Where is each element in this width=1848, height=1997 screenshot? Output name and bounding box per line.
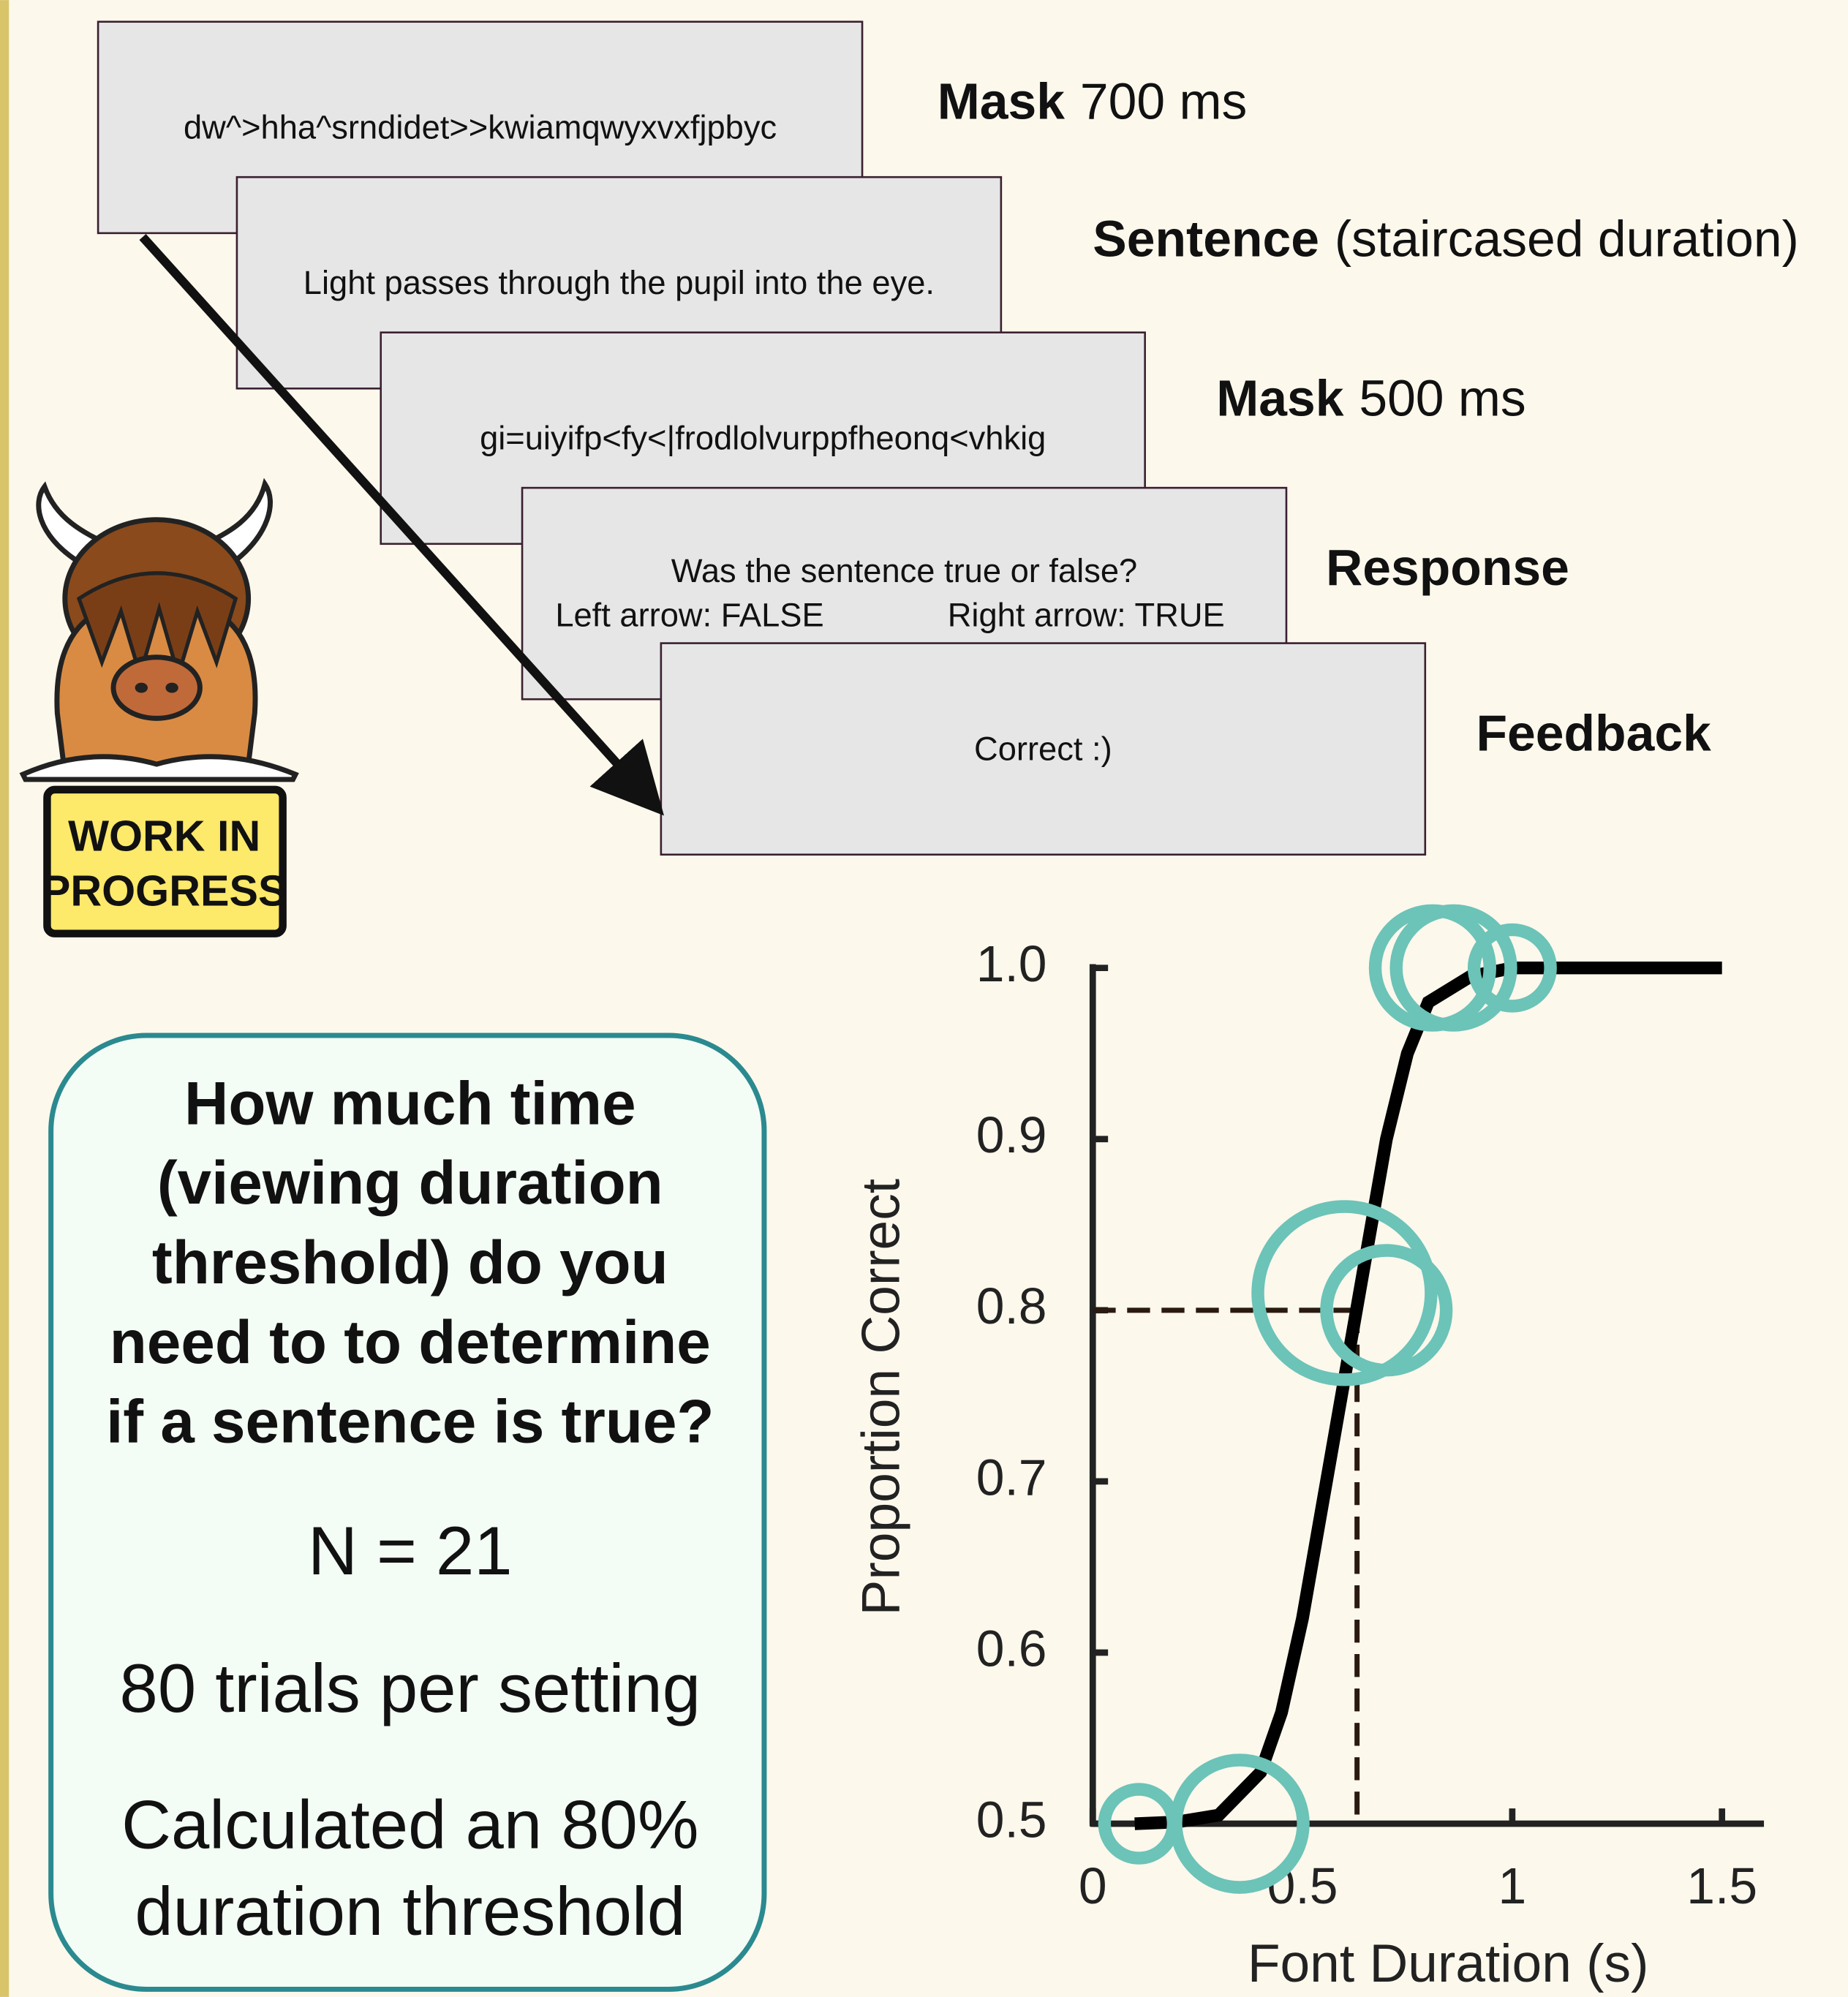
step-label: Feedback	[1476, 705, 1711, 762]
data-bubble	[1467, 923, 1557, 1013]
x-axis-label: Font Duration (s)	[1248, 1934, 1649, 1993]
question-line: threshold) do you	[152, 1228, 668, 1296]
question-line: if a sentence is true?	[106, 1387, 714, 1456]
step-name: Feedback	[1476, 705, 1711, 762]
note-line: N = 21	[308, 1512, 513, 1589]
step-label: Mask 500 ms	[1216, 370, 1526, 427]
step-name: Mask	[938, 73, 1066, 130]
x-tick-label: 1.5	[1686, 1857, 1757, 1914]
sign-line: PROGRESS	[42, 866, 287, 915]
y-tick-label: 0.9	[976, 1106, 1047, 1163]
data-bubble	[1389, 904, 1517, 1032]
y-tick-label: 0.8	[976, 1277, 1047, 1335]
step-label: Mask 700 ms	[938, 73, 1248, 130]
callout-box	[48, 1033, 767, 1992]
step-label: Response	[1326, 539, 1569, 596]
question-line: How much time	[184, 1068, 636, 1137]
screen-text: dw^>hha^srndidet>>kwiamqwyxvxfjpbyc	[184, 109, 777, 146]
y-tick-label: 0.6	[976, 1620, 1047, 1677]
x-tick-label: 0	[1079, 1857, 1107, 1914]
y-tick-label: 0.5	[976, 1791, 1047, 1848]
step-label: Sentence (staircased duration)	[1093, 211, 1799, 268]
question-line: (viewing duration	[157, 1148, 663, 1217]
y-axis-label: Proportion Correct	[852, 1179, 911, 1615]
data-bubble	[1251, 1200, 1438, 1386]
step-detail: (staircased duration)	[1335, 211, 1799, 268]
y-tick-label: 1.0	[976, 935, 1047, 992]
question-line: need to to determine	[110, 1307, 711, 1376]
sign-line: WORK IN	[68, 811, 260, 860]
edge-strip	[0, 0, 10, 1997]
y-tick-label: 0.7	[976, 1449, 1047, 1506]
mascot	[19, 477, 299, 937]
step-detail: 500 ms	[1359, 370, 1525, 427]
screen-text: Was the sentence true or false?	[671, 552, 1137, 589]
data-bubble	[1320, 1244, 1453, 1377]
screen-text: Left arrow: FALSE	[555, 597, 823, 634]
screen-text: Correct :)	[974, 731, 1112, 768]
note-line: duration threshold	[135, 1873, 685, 1949]
screen	[660, 642, 1427, 856]
x-tick-label: 1	[1498, 1857, 1527, 1914]
step-name: Mask	[1216, 370, 1344, 427]
sequence-arrow	[139, 233, 664, 816]
note-line: 80 trials per setting	[120, 1650, 701, 1726]
screen-text: gi=uiyifp<fy<|frodlolvurppfheonq<vhkig	[480, 420, 1046, 457]
screen-text: Light passes through the pupil into the …	[303, 264, 935, 301]
step-name: Response	[1326, 539, 1569, 596]
screen-text: Right arrow: TRUE	[948, 597, 1225, 634]
step-name: Sentence	[1093, 211, 1319, 268]
x-tick-label: 0.5	[1267, 1857, 1338, 1914]
step-detail: 700 ms	[1080, 73, 1247, 130]
data-bubble	[1169, 1753, 1310, 1894]
note-line: Calculated an 80%	[121, 1786, 698, 1863]
